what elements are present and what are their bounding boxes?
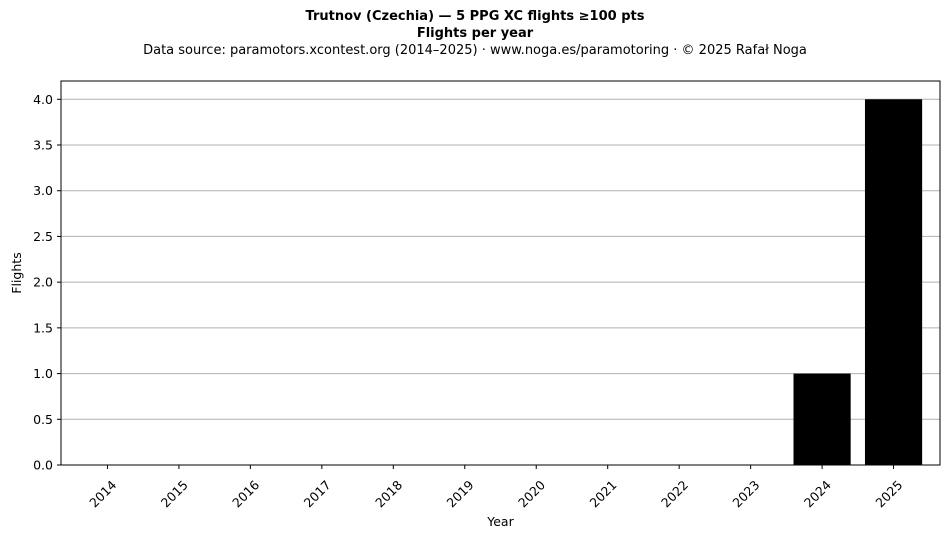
x-axis: 2014 2015 2016 2017 2018 2019 2020 2021 2022 2023… xyxy=(86,465,905,510)
y-tick-label: 1.0 xyxy=(33,366,53,381)
bar-2025 xyxy=(864,99,923,466)
x-tick-label: 2021 xyxy=(586,477,619,510)
x-tick-label: 2022 xyxy=(658,477,691,510)
x-tick-label: 2020 xyxy=(515,477,548,510)
plot-frame xyxy=(60,80,941,466)
data-source-note: Data source: paramotors.xcontest.org (20… xyxy=(143,43,807,58)
x-tick-label: 2018 xyxy=(372,477,405,510)
y-tick-label: 2.0 xyxy=(33,275,53,290)
chart-subtitle: Flights per year xyxy=(416,26,534,41)
y-axis: 0.0 0.5 1.0 1.5 2.0 2.5 3.0 3.5 4.0 xyxy=(33,92,61,473)
x-tick-label: 2023 xyxy=(729,477,762,510)
x-tick-label: 2017 xyxy=(301,477,334,510)
x-tick-label: 2019 xyxy=(444,477,477,510)
x-tick-label: 2015 xyxy=(158,477,191,510)
y-tick-label: 0.0 xyxy=(33,458,53,473)
chart-titles: Trutnov (Czechia) — 5 PPG XC flights ≥10… xyxy=(0,8,950,60)
x-tick-label: 2024 xyxy=(801,477,834,510)
x-tick-label: 2014 xyxy=(86,477,119,510)
y-tick-label: 3.5 xyxy=(33,138,53,153)
y-axis-label: Flights xyxy=(9,252,24,293)
y-tick-label: 1.5 xyxy=(33,320,53,335)
bar-2024 xyxy=(793,373,851,465)
y-tick-label: 2.5 xyxy=(33,229,53,244)
y-tick-label: 4.0 xyxy=(33,92,53,107)
x-axis-label: Year xyxy=(486,514,514,529)
y-tick-label: 3.0 xyxy=(33,183,53,198)
chart-title: Trutnov (Czechia) — 5 PPG XC flights ≥10… xyxy=(305,9,645,24)
x-tick-label: 2016 xyxy=(229,477,262,510)
bars xyxy=(793,99,923,466)
y-tick-label: 0.5 xyxy=(33,412,53,427)
x-tick-label: 2025 xyxy=(872,477,905,510)
